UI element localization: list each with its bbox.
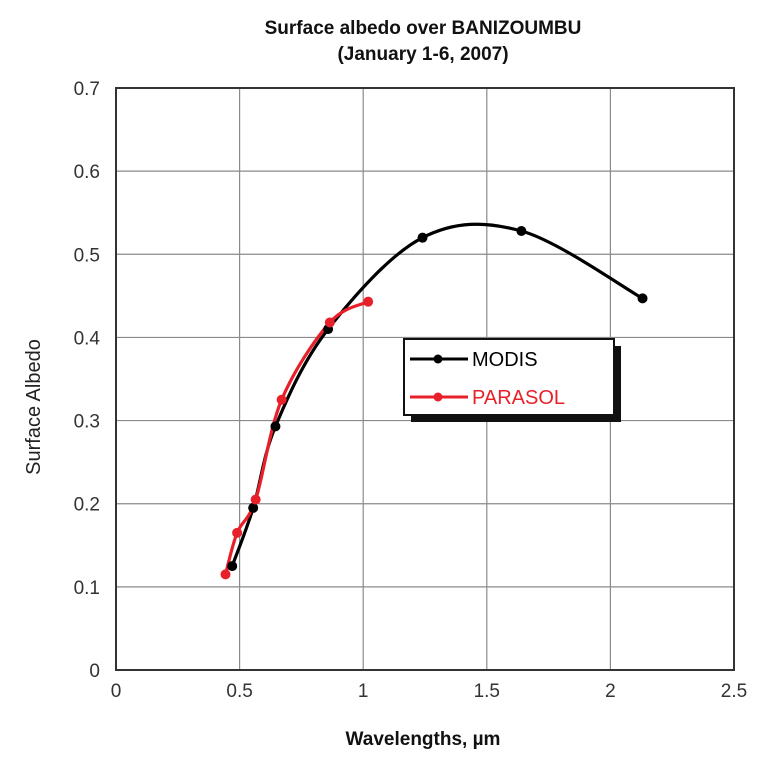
y-tick-label-1: 0.1 [74, 578, 100, 599]
series-line-parasol [223, 300, 370, 576]
legend-label-parasol: PARASOL [472, 387, 565, 409]
data-point-parasol-3 [276, 394, 287, 405]
y-tick-labels: 0 0.1 0.2 0.3 0.4 0.5 0.6 0.7 [74, 79, 101, 682]
y-tick-label-7: 0.7 [74, 79, 100, 100]
data-point-modis-2 [270, 421, 281, 432]
legend: MODIS PARASOL [403, 338, 621, 422]
series-points [220, 226, 648, 580]
data-point-modis-0 [227, 561, 238, 572]
y-tick-label-6: 0.6 [74, 162, 100, 183]
data-point-parasol-4 [324, 317, 335, 328]
x-tick-label-5: 2.5 [721, 681, 747, 702]
data-point-modis-4 [417, 232, 428, 243]
y-tick-label-4: 0.4 [74, 328, 101, 349]
chart-subtitle: (January 1-6, 2007) [337, 44, 508, 65]
data-point-modis-1 [248, 502, 259, 513]
data-point-modis-6 [637, 293, 648, 304]
legend-label-modis: MODIS [472, 349, 538, 371]
y-tick-label-3: 0.3 [74, 412, 100, 433]
data-point-parasol-1 [232, 527, 243, 538]
y-tick-label-5: 0.5 [74, 245, 100, 266]
x-axis-label: Wavelengths, µm [346, 729, 501, 750]
data-point-parasol-2 [250, 494, 261, 505]
legend-marker-parasol [433, 392, 443, 402]
chart-title: Surface albedo over BANIZOUMBU [265, 18, 582, 39]
x-tick-label-3: 1.5 [474, 681, 500, 702]
legend-box [403, 338, 615, 416]
data-point-parasol-5 [363, 296, 374, 307]
x-tick-label-0: 0 [111, 681, 122, 702]
x-tick-label-1: 0.5 [226, 681, 252, 702]
y-axis-label: Surface Albedo [23, 339, 45, 475]
data-point-modis-5 [516, 226, 527, 237]
y-tick-label-2: 0.2 [74, 495, 100, 516]
legend-marker-modis [433, 354, 443, 364]
data-point-parasol-0 [220, 569, 231, 580]
x-tick-labels: 0 0.5 1 1.5 2 2.5 [111, 681, 748, 702]
x-tick-label-4: 2 [605, 681, 616, 702]
x-tick-label-2: 1 [358, 681, 369, 702]
y-tick-label-0: 0 [89, 661, 100, 682]
plot-frame [115, 87, 735, 671]
